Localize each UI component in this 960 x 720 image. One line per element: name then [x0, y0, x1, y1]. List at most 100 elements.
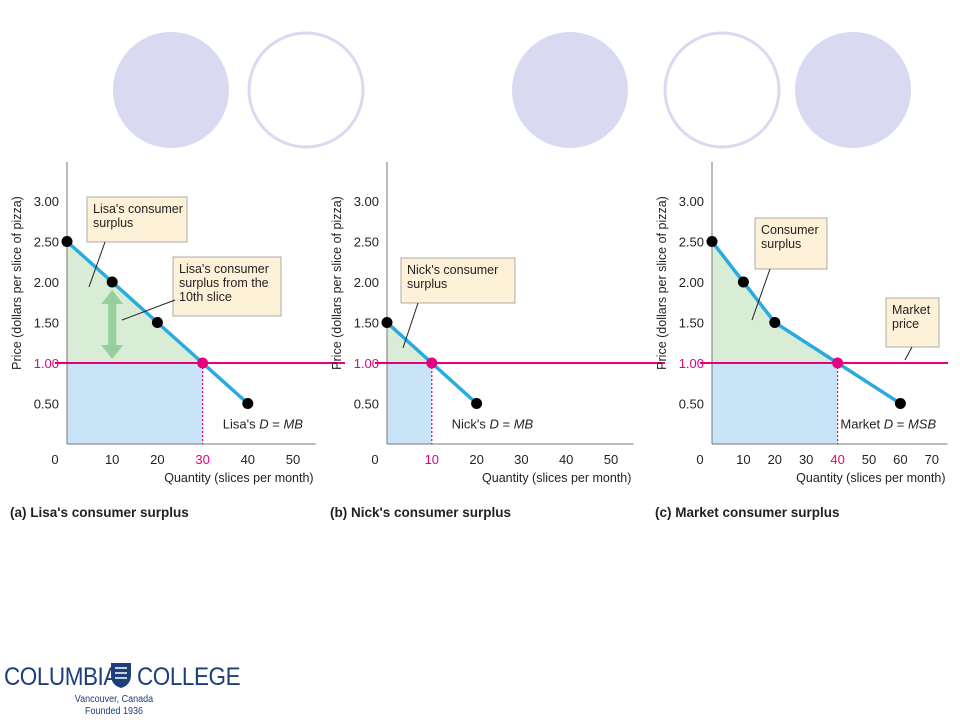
tenth-slice-arrow-head-up	[101, 290, 124, 304]
logo-name-left: COLUMBIA	[4, 663, 118, 691]
callout-text: price	[892, 317, 919, 331]
y-axis-label: Price (dollars per slice of pizza)	[330, 196, 344, 370]
expenditure-area	[387, 363, 432, 444]
deco-circle-outline	[663, 31, 781, 149]
panel-title: (b) Nick's consumer surplus	[330, 505, 511, 520]
x-tick-label: 70	[925, 452, 939, 467]
y-tick-label: 2.50	[354, 235, 379, 250]
lisa-chart: 0.50 1.00 1.50 2.00 2.50 3.00 0 10 20 30 40 50 Quant…	[10, 162, 345, 520]
callout-box	[172, 256, 282, 317]
x-tick-label: 20	[150, 452, 164, 467]
logo-location: Vancouver, Canada	[74, 694, 154, 705]
y-tick-label: 3.00	[679, 194, 704, 209]
x-tick-label: 30	[514, 452, 528, 467]
callout-text: surplus from the	[179, 276, 269, 290]
x-axis-label: Quantity (slices per month)	[796, 471, 945, 485]
y-tick-label: 1.50	[34, 316, 59, 331]
demand-point	[151, 317, 163, 328]
y-tick-label: 2.00	[34, 275, 59, 290]
y-tick-label: 1.00	[34, 356, 59, 371]
demand-point	[381, 317, 393, 328]
consumer-surplus-charts: 0.50 1.00 1.50 2.00 2.50 3.00 0 10 20 30 40 50 Quant…	[10, 162, 948, 520]
x-tick-label: 20	[469, 452, 483, 467]
callout-text: Nick's consumer	[407, 263, 498, 277]
y-tick-label: 1.50	[679, 316, 704, 331]
y-tick-label: 2.00	[354, 275, 379, 290]
y-tick-label: 3.00	[34, 194, 59, 209]
y-tick-label: 2.00	[679, 275, 704, 290]
callout-box	[86, 196, 188, 243]
x-tick-label: 0	[696, 452, 703, 467]
demand-point	[706, 236, 718, 247]
crest-icon	[111, 663, 131, 688]
demand-point	[242, 398, 254, 409]
x-tick-label: 10	[105, 452, 119, 467]
y-tick-label: 3.00	[354, 194, 379, 209]
callout-box	[885, 297, 940, 348]
callout-leader-line	[402, 302, 419, 349]
y-tick-label: 0.50	[354, 397, 379, 412]
callout-box	[754, 217, 828, 270]
demand-point	[106, 276, 118, 288]
y-tick-label: 1.00	[354, 356, 379, 371]
logo-founded: Founded 1936	[84, 706, 144, 717]
callout-leader-line	[121, 299, 176, 321]
panel-title: (a) Lisa's consumer surplus	[10, 505, 189, 520]
x-tick-label: 40	[241, 452, 255, 467]
x-tick-label: 0	[51, 452, 58, 467]
x-tick-label: 30	[799, 452, 813, 467]
deco-circle-filled	[113, 32, 229, 148]
equilibrium-point	[197, 357, 209, 369]
logo-name-right: COLLEGE	[137, 663, 241, 691]
demand-point	[737, 276, 749, 288]
x-tick-label: 10	[425, 452, 439, 467]
x-tick-label: 50	[286, 452, 300, 467]
x-tick-label: 40	[830, 452, 844, 467]
panel-title: (c) Market consumer surplus	[655, 505, 840, 520]
x-tick-label: 0	[371, 452, 378, 467]
y-tick-label: 0.50	[679, 397, 704, 412]
demand-point	[894, 398, 906, 409]
callout-text: Lisa's consumer	[93, 202, 183, 216]
y-axis-label: Price (dollars per slice of pizza)	[655, 196, 669, 370]
expenditure-area	[712, 363, 838, 444]
y-tick-label: 1.00	[679, 356, 704, 371]
x-tick-label: 30	[195, 452, 209, 467]
x-tick-label: 40	[559, 452, 573, 467]
consumer-surplus-area	[67, 241, 203, 363]
deco-circle-filled	[512, 32, 628, 148]
y-tick-label: 2.50	[679, 235, 704, 250]
deco-circle-outline	[247, 31, 365, 149]
y-tick-label: 0.50	[34, 397, 59, 412]
callout-text: Lisa's consumer	[179, 262, 269, 276]
expenditure-area	[67, 363, 203, 444]
equilibrium-point	[426, 357, 438, 369]
demand-point	[471, 398, 483, 409]
demand-point	[769, 317, 781, 328]
x-axis-label: Quantity (slices per month)	[164, 471, 313, 485]
y-tick-label: 2.50	[34, 235, 59, 250]
x-tick-label: 50	[604, 452, 618, 467]
tenth-slice-arrow-head-down	[101, 345, 124, 359]
demand-point	[61, 236, 73, 247]
x-axis-label: Quantity (slices per month)	[482, 471, 631, 485]
y-tick-label: 1.50	[354, 316, 379, 331]
callout-text: surplus	[407, 277, 447, 291]
x-tick-label: 60	[893, 452, 907, 467]
nick-chart: 0.50 1.00 1.50 2.00 2.50 3.00 0 10 20 30 40 50 Quant…	[330, 162, 665, 520]
callout-text: surplus	[761, 237, 801, 251]
callout-leader-line	[904, 346, 913, 361]
deco-circle-filled	[795, 32, 911, 148]
x-tick-label: 20	[768, 452, 782, 467]
tenth-slice-arrow-shaft	[108, 302, 117, 347]
callout-text: 10th slice	[179, 290, 232, 304]
equilibrium-point	[832, 357, 844, 369]
demand-curve-label: Lisa's D = MB	[223, 417, 304, 432]
callout-box	[400, 257, 516, 304]
callout-text: Consumer	[761, 223, 819, 237]
callout-leader-line	[751, 268, 771, 321]
decorative-circles	[113, 31, 911, 149]
callout-text: surplus	[93, 216, 133, 230]
demand-curve-label: Market D = MSB	[840, 417, 936, 432]
consumer-surplus-area	[712, 241, 838, 363]
